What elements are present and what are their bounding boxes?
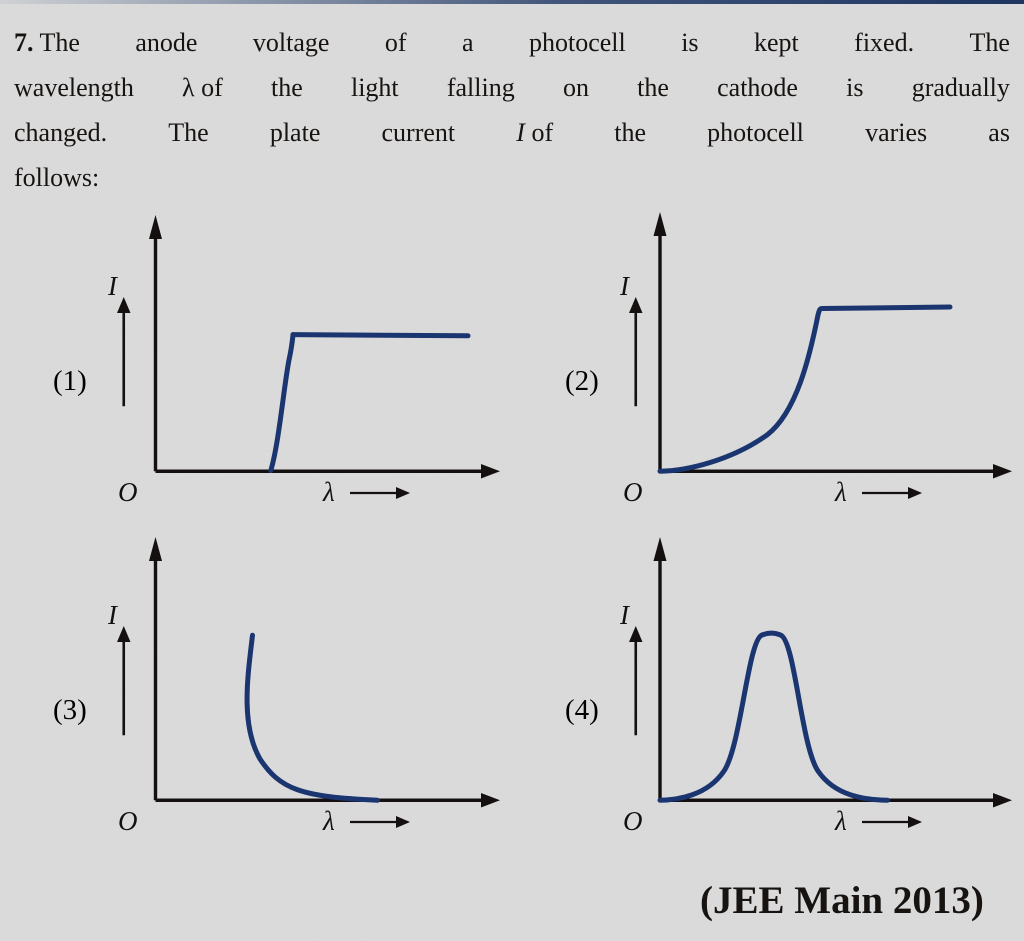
svg-text:O: O [118,806,138,834]
svg-text:λ: λ [834,806,847,834]
svg-text:I: I [619,271,631,301]
svg-text:I: I [107,271,119,301]
svg-text:I: I [619,600,631,630]
svg-text:λ: λ [322,806,335,834]
svg-text:O: O [623,477,643,505]
svg-text:O: O [623,806,643,834]
svg-text:λ: λ [322,477,335,505]
svg-text:O: O [118,477,138,505]
svg-text:λ: λ [834,477,847,505]
svg-text:I: I [107,600,119,630]
